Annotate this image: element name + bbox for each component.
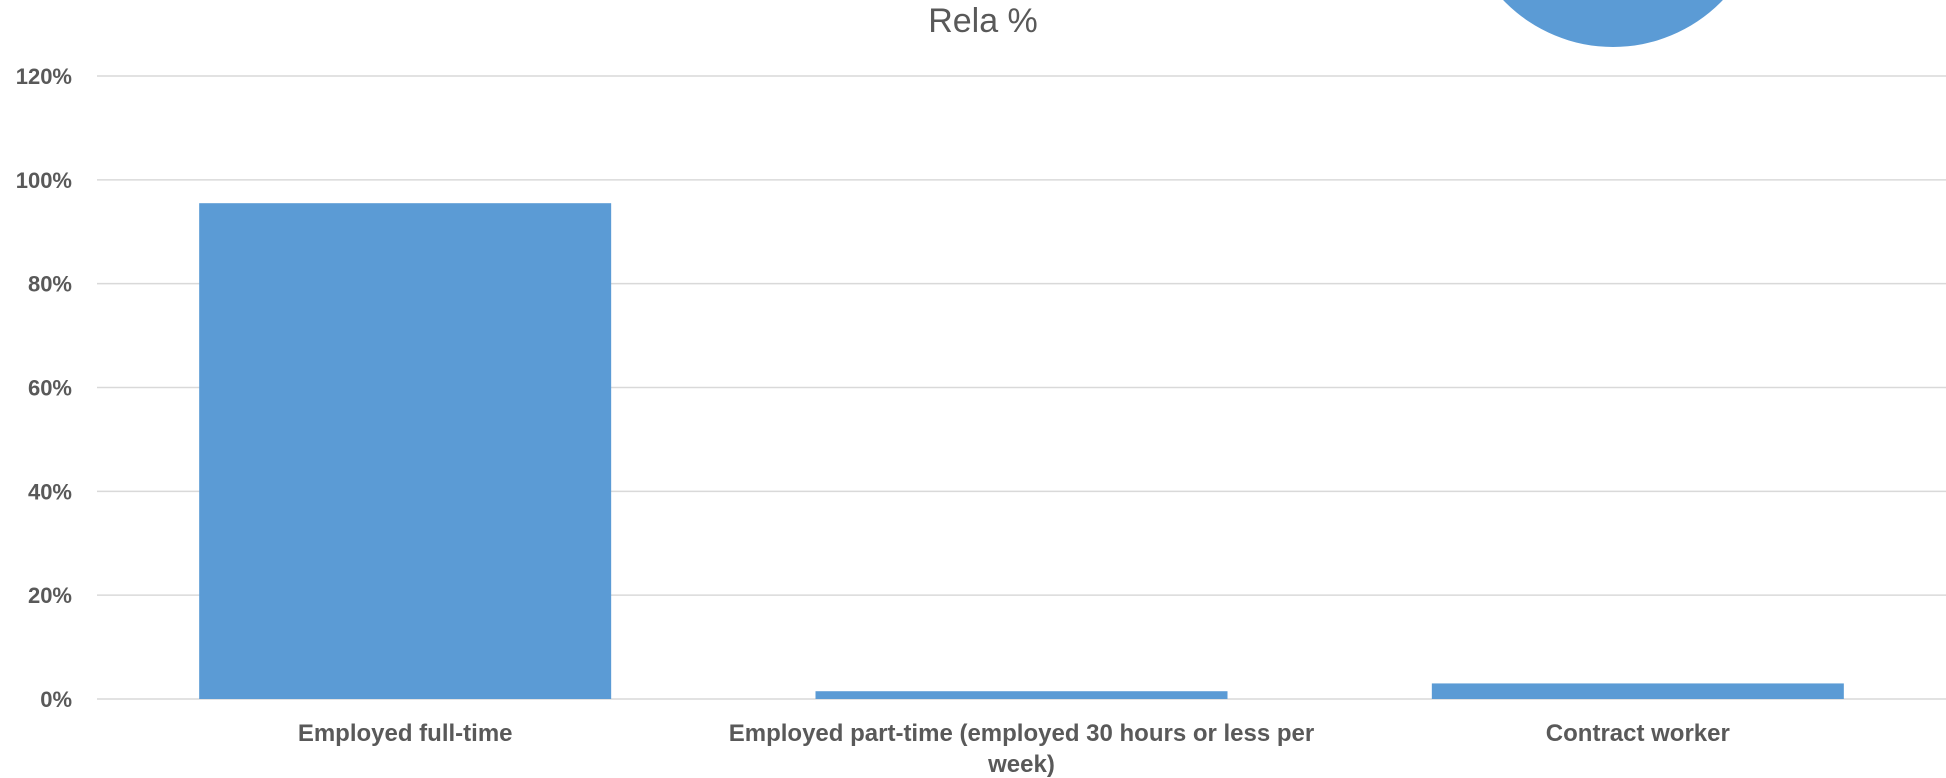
y-tick-label: 0%: [40, 687, 72, 712]
y-tick-label: 20%: [28, 583, 72, 608]
bar: [199, 203, 612, 699]
decorative-circle: [1503, 0, 1723, 47]
y-tick-label: 120%: [16, 64, 72, 89]
chart-title: Rela %: [928, 2, 1038, 40]
y-tick-label: 40%: [28, 479, 72, 504]
x-category-label: Contract worker: [1546, 720, 1730, 747]
x-category-label: Employed full-time: [298, 720, 513, 747]
x-category-label: Employed part-time (employed 30 hours or…: [729, 720, 1315, 778]
y-tick-label: 100%: [16, 168, 72, 193]
bar: [815, 691, 1228, 699]
y-tick-label: 80%: [28, 272, 72, 297]
y-tick-label: 60%: [28, 376, 72, 401]
bar: [1431, 683, 1844, 699]
